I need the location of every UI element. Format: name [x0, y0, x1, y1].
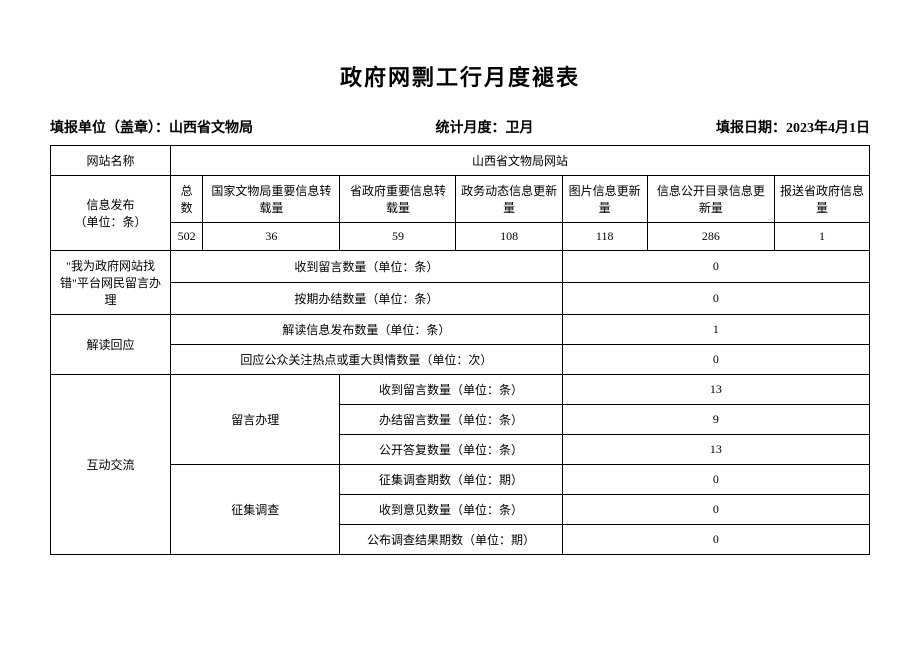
- page-title: 政府网剽工行月度褪表: [50, 60, 870, 92]
- error-closed-label: 按期办结数量（单位：条）: [171, 283, 563, 315]
- error-closed-value: 0: [562, 283, 869, 315]
- site-name-value: 山西省文物局网站: [171, 146, 870, 176]
- msg-handled-value: 9: [562, 405, 869, 435]
- msg-reply-value: 13: [562, 435, 869, 465]
- interact-label: 互动交流: [51, 375, 171, 555]
- col-province: 省政府重要信息转载量: [340, 176, 456, 223]
- header-month: 统计月度：卫月: [436, 117, 534, 137]
- date-value: 2023年4月1日: [786, 121, 870, 136]
- msg-handled-label: 办结留言数量（单位：条）: [340, 405, 562, 435]
- unit-value: 山西省文物局: [169, 121, 253, 136]
- val-image: 118: [562, 223, 647, 251]
- survey-count-label: 征集调查期数（单位：期）: [340, 465, 562, 495]
- header-unit: 填报单位（盖章）：山西省文物局: [50, 117, 253, 137]
- report-table: 网站名称 山西省文物局网站 信息发布 （单位：条） 总数 国家文物局重要信息转载…: [50, 145, 870, 555]
- col-image: 图片信息更新量: [562, 176, 647, 223]
- info-publish-text: 信息发布: [55, 196, 166, 213]
- survey-result-label: 公布调查结果期数（单位：期）: [340, 525, 562, 555]
- val-dynamic: 108: [456, 223, 562, 251]
- error-platform-label: "我为政府网站找错"平台网民留言办理: [51, 251, 171, 315]
- header-date: 填报日期：2023年4月1日: [716, 117, 870, 137]
- msg-received-value: 13: [562, 375, 869, 405]
- interpret-respond-label: 回应公众关注热点或重大舆情数量（单位：次）: [171, 345, 563, 375]
- survey-count-value: 0: [562, 465, 869, 495]
- col-dynamic: 政务动态信息更新量: [456, 176, 562, 223]
- val-national: 36: [203, 223, 340, 251]
- msg-received-label: 收到留言数量（单位：条）: [340, 375, 562, 405]
- survey-label: 征集调查: [171, 465, 340, 555]
- info-publish-unit: （单位：条）: [55, 213, 166, 230]
- month-label: 统计月度：: [436, 121, 506, 136]
- error-received-label: 收到留言数量（单位：条）: [171, 251, 563, 283]
- survey-opinion-label: 收到意见数量（单位：条）: [340, 495, 562, 525]
- info-publish-label: 信息发布 （单位：条）: [51, 176, 171, 251]
- survey-opinion-value: 0: [562, 495, 869, 525]
- site-name-label: 网站名称: [51, 146, 171, 176]
- interpret-publish-value: 1: [562, 315, 869, 345]
- unit-label: 填报单位（盖章）：: [50, 121, 169, 136]
- val-report: 1: [775, 223, 870, 251]
- msg-reply-label: 公开答复数量（单位：条）: [340, 435, 562, 465]
- survey-result-value: 0: [562, 525, 869, 555]
- col-report: 报送省政府信息量: [775, 176, 870, 223]
- val-catalog: 286: [647, 223, 774, 251]
- col-catalog: 信息公开目录信息更新量: [647, 176, 774, 223]
- error-received-value: 0: [562, 251, 869, 283]
- col-total: 总数: [171, 176, 203, 223]
- val-total: 502: [171, 223, 203, 251]
- val-province: 59: [340, 223, 456, 251]
- month-value: 卫月: [506, 121, 534, 136]
- interpret-label: 解读回应: [51, 315, 171, 375]
- interpret-respond-value: 0: [562, 345, 869, 375]
- date-label: 填报日期：: [716, 121, 786, 136]
- interpret-publish-label: 解读信息发布数量（单位：条）: [171, 315, 563, 345]
- message-handle-label: 留言办理: [171, 375, 340, 465]
- col-national: 国家文物局重要信息转载量: [203, 176, 340, 223]
- header-row: 填报单位（盖章）：山西省文物局 统计月度：卫月 填报日期：2023年4月1日: [50, 117, 870, 137]
